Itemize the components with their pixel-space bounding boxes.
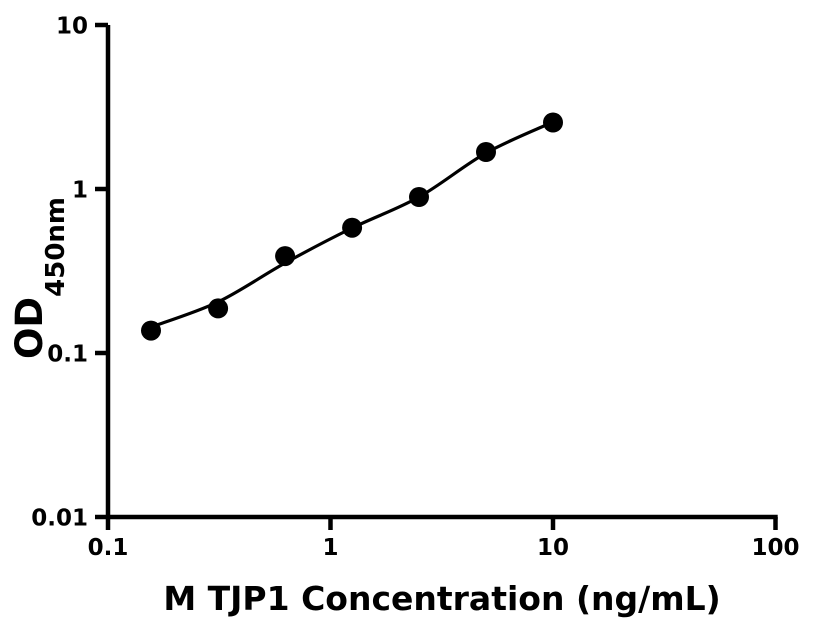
y-tick-label: 1 [72,178,88,204]
data-point [342,217,363,238]
y-axis-title-subscript: 450nm [41,196,72,297]
data-point [409,187,429,207]
y-tick-label: 0.1 [47,342,88,368]
data-point [476,142,496,162]
x-tick-label: 100 [751,535,799,561]
x-tick-label: 0.1 [88,535,129,561]
x-tick-label: 1 [322,535,338,561]
data-point [208,298,229,319]
x-axis-title: M TJP1 Concentration (ng/mL) [163,579,721,618]
y-axis-title-main: OD [7,296,51,360]
data-point [543,112,563,133]
y-tick-label: 10 [56,14,88,40]
axis-lines [105,25,778,520]
x-tick-label: 10 [537,535,569,561]
y-axis-title: OD450nm [7,196,72,360]
y-tick-label: 0.01 [31,506,88,532]
data-point [275,246,296,267]
data-point [141,320,161,341]
